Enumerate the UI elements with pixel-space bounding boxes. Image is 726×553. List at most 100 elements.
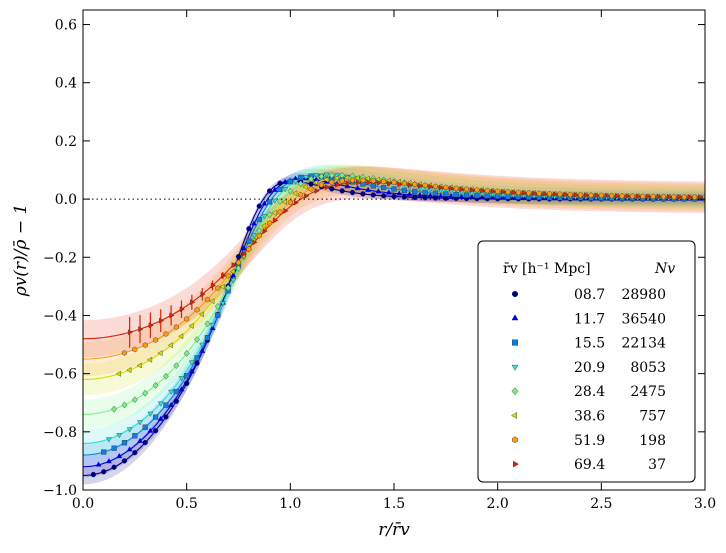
legend-count: 28980 xyxy=(621,287,666,303)
data-point-11.7 xyxy=(251,220,257,226)
data-point-38.6 xyxy=(229,268,236,275)
y-tick-label: −1.0 xyxy=(43,483,77,499)
data-point-28.4 xyxy=(131,396,138,404)
x-tick-label: 2.5 xyxy=(590,496,612,512)
error-band-51.9 xyxy=(83,165,705,377)
data-point-69.4 xyxy=(273,217,279,224)
data-point-08.7 xyxy=(184,380,190,386)
data-point-38.6 xyxy=(198,311,204,318)
data-point-69.4 xyxy=(490,188,496,195)
data-point-15.5 xyxy=(173,388,179,395)
data-point-11.7 xyxy=(468,194,475,200)
legend-row: 69.4 37 xyxy=(513,457,666,473)
data-point-51.9 xyxy=(267,220,273,227)
data-point-08.7 xyxy=(121,458,128,464)
error-band-38.6 xyxy=(83,165,705,396)
data-point-51.9 xyxy=(432,183,438,190)
data-point-11.7 xyxy=(147,427,154,433)
x-tick-label: 1.0 xyxy=(279,496,301,512)
data-point-69.4 xyxy=(470,187,476,193)
legend-marker xyxy=(512,339,519,346)
data-point-15.5 xyxy=(422,189,428,196)
data-point-08.7 xyxy=(422,195,428,201)
data-point-15.5 xyxy=(204,335,211,341)
x-tick-label: 0.5 xyxy=(176,496,198,512)
data-point-51.9 xyxy=(236,259,241,266)
data-point-69.4 xyxy=(397,181,403,188)
data-point-20.9 xyxy=(157,401,164,407)
data-point-69.4 xyxy=(387,180,393,187)
data-point-69.4 xyxy=(573,191,579,198)
data-point-11.7 xyxy=(240,245,247,251)
data-point-51.9 xyxy=(650,193,656,200)
legend-row: 28.4 2475 xyxy=(511,384,666,400)
data-point-08.7 xyxy=(360,191,366,197)
legend-box xyxy=(477,240,696,483)
data-point-28.4 xyxy=(214,303,221,310)
legend-radius: 15.5 xyxy=(574,336,605,352)
data-point-51.9 xyxy=(339,177,345,184)
data-point-20.9 xyxy=(220,301,226,307)
data-point-51.9 xyxy=(453,185,459,192)
data-point-08.7 xyxy=(391,193,397,200)
data-point-51.9 xyxy=(505,188,511,195)
data-point-69.4 xyxy=(542,190,548,197)
data-point-69.4 xyxy=(169,312,175,319)
data-point-28.4 xyxy=(297,180,304,188)
error-band-11.7 xyxy=(83,172,705,478)
data-point-15.5 xyxy=(267,199,273,205)
data-point-28.4 xyxy=(163,372,169,380)
data-point-11.7 xyxy=(230,272,237,278)
data-point-20.9 xyxy=(323,172,330,178)
legend-count: 198 xyxy=(639,433,666,449)
legend-count: 37 xyxy=(648,457,666,473)
legend-radius: 28.4 xyxy=(574,384,605,400)
data-point-51.9 xyxy=(318,182,324,188)
data-point-20.9 xyxy=(302,175,309,181)
data-point-28.4 xyxy=(204,320,211,328)
data-point-15.5 xyxy=(391,186,397,192)
data-point-15.5 xyxy=(381,184,387,191)
data-point-08.7 xyxy=(163,414,169,420)
data-point-69.4 xyxy=(366,179,372,186)
data-point-08.7 xyxy=(432,195,439,201)
legend-header-radius: r̄v [h⁻¹ Mpc] xyxy=(503,261,591,277)
data-point-38.6 xyxy=(188,322,194,329)
data-point-51.9 xyxy=(588,192,594,199)
data-point-11.7 xyxy=(137,437,143,443)
data-point-08.7 xyxy=(370,192,376,198)
data-point-15.5 xyxy=(443,191,449,197)
data-point-28.4 xyxy=(318,172,325,180)
legend-marker xyxy=(511,364,519,371)
data-point-69.4 xyxy=(324,184,331,191)
data-point-51.9 xyxy=(142,342,148,349)
data-point-69.4 xyxy=(200,291,206,298)
data-point-20.9 xyxy=(188,360,195,366)
error-band-69.4 xyxy=(83,166,705,358)
data-point-15.5 xyxy=(142,424,148,430)
data-point-20.9 xyxy=(178,376,185,382)
data-point-69.4 xyxy=(148,322,154,329)
data-point-51.9 xyxy=(308,186,314,192)
data-point-69.4 xyxy=(179,306,185,313)
data-point-51.9 xyxy=(173,324,179,330)
legend-radius: 11.7 xyxy=(574,311,605,327)
data-point-28.4 xyxy=(287,187,294,195)
data-point-38.6 xyxy=(343,174,350,181)
data-point-28.4 xyxy=(152,381,159,389)
data-point-28.4 xyxy=(194,336,200,343)
data-point-20.9 xyxy=(105,437,112,443)
data-point-51.9 xyxy=(464,186,470,192)
legend-count: 757 xyxy=(639,409,666,425)
data-point-69.4 xyxy=(532,190,538,197)
data-point-11.7 xyxy=(375,188,382,194)
data-point-11.7 xyxy=(448,193,454,199)
error-band-28.4 xyxy=(83,164,705,430)
data-point-08.7 xyxy=(412,194,418,201)
data-point-51.9 xyxy=(692,194,698,200)
data-point-69.4 xyxy=(210,282,216,289)
data-point-51.9 xyxy=(298,191,304,198)
y-tick-label: −0.8 xyxy=(43,425,77,441)
legend-count: 36540 xyxy=(621,311,666,327)
data-point-38.6 xyxy=(302,183,308,190)
